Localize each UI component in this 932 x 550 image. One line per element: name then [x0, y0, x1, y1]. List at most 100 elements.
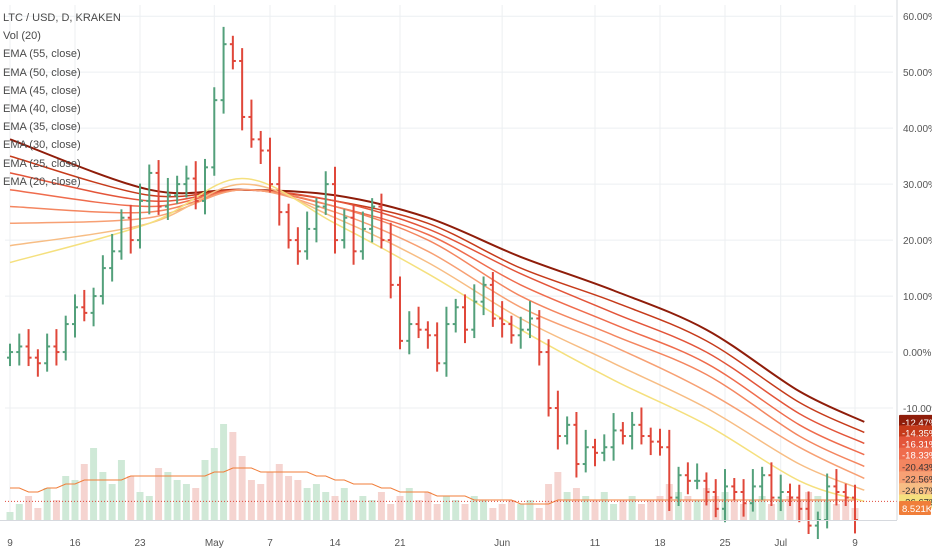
volume-bar [80, 464, 88, 520]
volume-bar [758, 496, 766, 520]
x-axis[interactable]: 9 16 23 May 7 14 21 Jun 11 18 25 Jul 9 [0, 520, 897, 550]
x-tick-label: 21 [394, 538, 406, 549]
ema-value-tag [899, 436, 932, 451]
price-bar [350, 204, 357, 265]
price-bar [749, 469, 756, 512]
volume-bar [442, 496, 450, 520]
price-bar [434, 322, 441, 372]
x-tick-label: May [205, 538, 224, 549]
price-bar [322, 171, 329, 215]
price-bar [759, 466, 766, 500]
price-bar [127, 204, 134, 254]
volume-bar [145, 496, 153, 520]
price-bar [833, 469, 840, 506]
ema-value-label: -20.43% [902, 462, 932, 473]
legend-volume[interactable]: Vol (20) [3, 30, 41, 43]
volume-bar [359, 496, 367, 520]
volume-bar [507, 500, 515, 520]
price-bar [777, 474, 784, 512]
y-tick-label: 60.00% [903, 12, 932, 23]
ema-line [9, 155, 865, 434]
price-bar [387, 222, 394, 299]
legend-ema-25[interactable]: EMA (25, close) [3, 157, 81, 170]
x-tick-label: 9 [852, 538, 858, 549]
price-bar [332, 166, 338, 254]
price-bar [202, 158, 208, 215]
volume-bar [201, 460, 209, 520]
price-bar [443, 306, 450, 377]
volume-bar [786, 496, 794, 520]
price-bar [527, 301, 533, 339]
volume-bar [498, 504, 506, 520]
volume-bar [545, 484, 553, 520]
ema-line [9, 177, 865, 503]
volume-bar [489, 508, 497, 520]
volume-bar [832, 504, 840, 520]
price-bar [257, 130, 264, 164]
chart-title[interactable]: LTC / USD, D, KRAKEN [3, 12, 121, 24]
volume-value-label: 8.521K [902, 504, 932, 515]
legend-ema-30[interactable]: EMA (30, close) [3, 139, 81, 152]
ema-value-label: -16.31% [902, 439, 932, 450]
y-tick-label: 10.00% [903, 292, 932, 303]
ema-line [9, 172, 865, 445]
price-bar [313, 198, 320, 243]
price-bar [731, 478, 738, 501]
y-tick-label: 20.00% [903, 236, 932, 247]
volume-bar [155, 468, 163, 520]
volume-bar [6, 512, 14, 520]
price-bar [499, 301, 506, 338]
x-tick-label: 11 [590, 538, 601, 549]
ema-lines [9, 138, 865, 503]
ema-value-label: -12.47% [902, 418, 932, 429]
price-bar [109, 233, 116, 282]
volume-bar [247, 480, 255, 520]
volume-bar [43, 488, 51, 520]
legend-ema-35[interactable]: EMA (35, close) [3, 121, 81, 134]
price-bar [424, 321, 431, 349]
volume-bar [619, 500, 627, 520]
price-bar [480, 276, 487, 316]
volume-bar [591, 500, 599, 520]
y-axis[interactable]: 60.00% 50.00% 40.00% 30.00% 20.00% 10.00% 0.00… [896, 0, 932, 520]
volume-bar [350, 500, 358, 520]
price-bar [842, 483, 849, 507]
x-tick-label: 14 [329, 538, 341, 549]
volume-bar [368, 500, 376, 520]
price-bar [90, 287, 97, 327]
volume-bar [182, 484, 190, 520]
volume-bar [842, 500, 850, 520]
price-bar [471, 284, 478, 339]
volume-bar [90, 448, 98, 520]
volume-bar [229, 432, 237, 520]
price-bar [211, 87, 218, 176]
volume-bar [814, 496, 822, 520]
price-bar [712, 479, 719, 518]
volume-bar [684, 496, 692, 520]
price-bar [675, 466, 682, 507]
ema-value-tag [899, 471, 932, 486]
volume-bar [387, 504, 395, 520]
legend: LTC / USD, D, KRAKEN Vol (20) EMA (55, c… [3, 9, 121, 191]
price-bar [657, 428, 663, 456]
price-bar [81, 289, 88, 322]
legend-ema-55[interactable]: EMA (55, close) [3, 48, 81, 61]
price-bar [397, 276, 403, 350]
price-bar [25, 329, 32, 367]
price-bars [7, 26, 858, 540]
x-tick-label: 25 [719, 538, 731, 549]
legend-ema-50[interactable]: EMA (50, close) [3, 66, 81, 79]
volume-bar [303, 488, 311, 520]
ema-value-tag [899, 447, 932, 462]
legend-ema-45[interactable]: EMA (45, close) [3, 84, 81, 97]
volume-bar [117, 460, 125, 520]
legend-ema-40[interactable]: EMA (40, close) [3, 103, 81, 116]
price-bar [53, 329, 60, 366]
price-bar [267, 137, 273, 193]
x-tick-label: 9 [7, 538, 13, 549]
legend-ema-20[interactable]: EMA (20, close) [3, 175, 81, 188]
price-bar [805, 491, 812, 534]
x-tick-label: 23 [134, 538, 146, 549]
